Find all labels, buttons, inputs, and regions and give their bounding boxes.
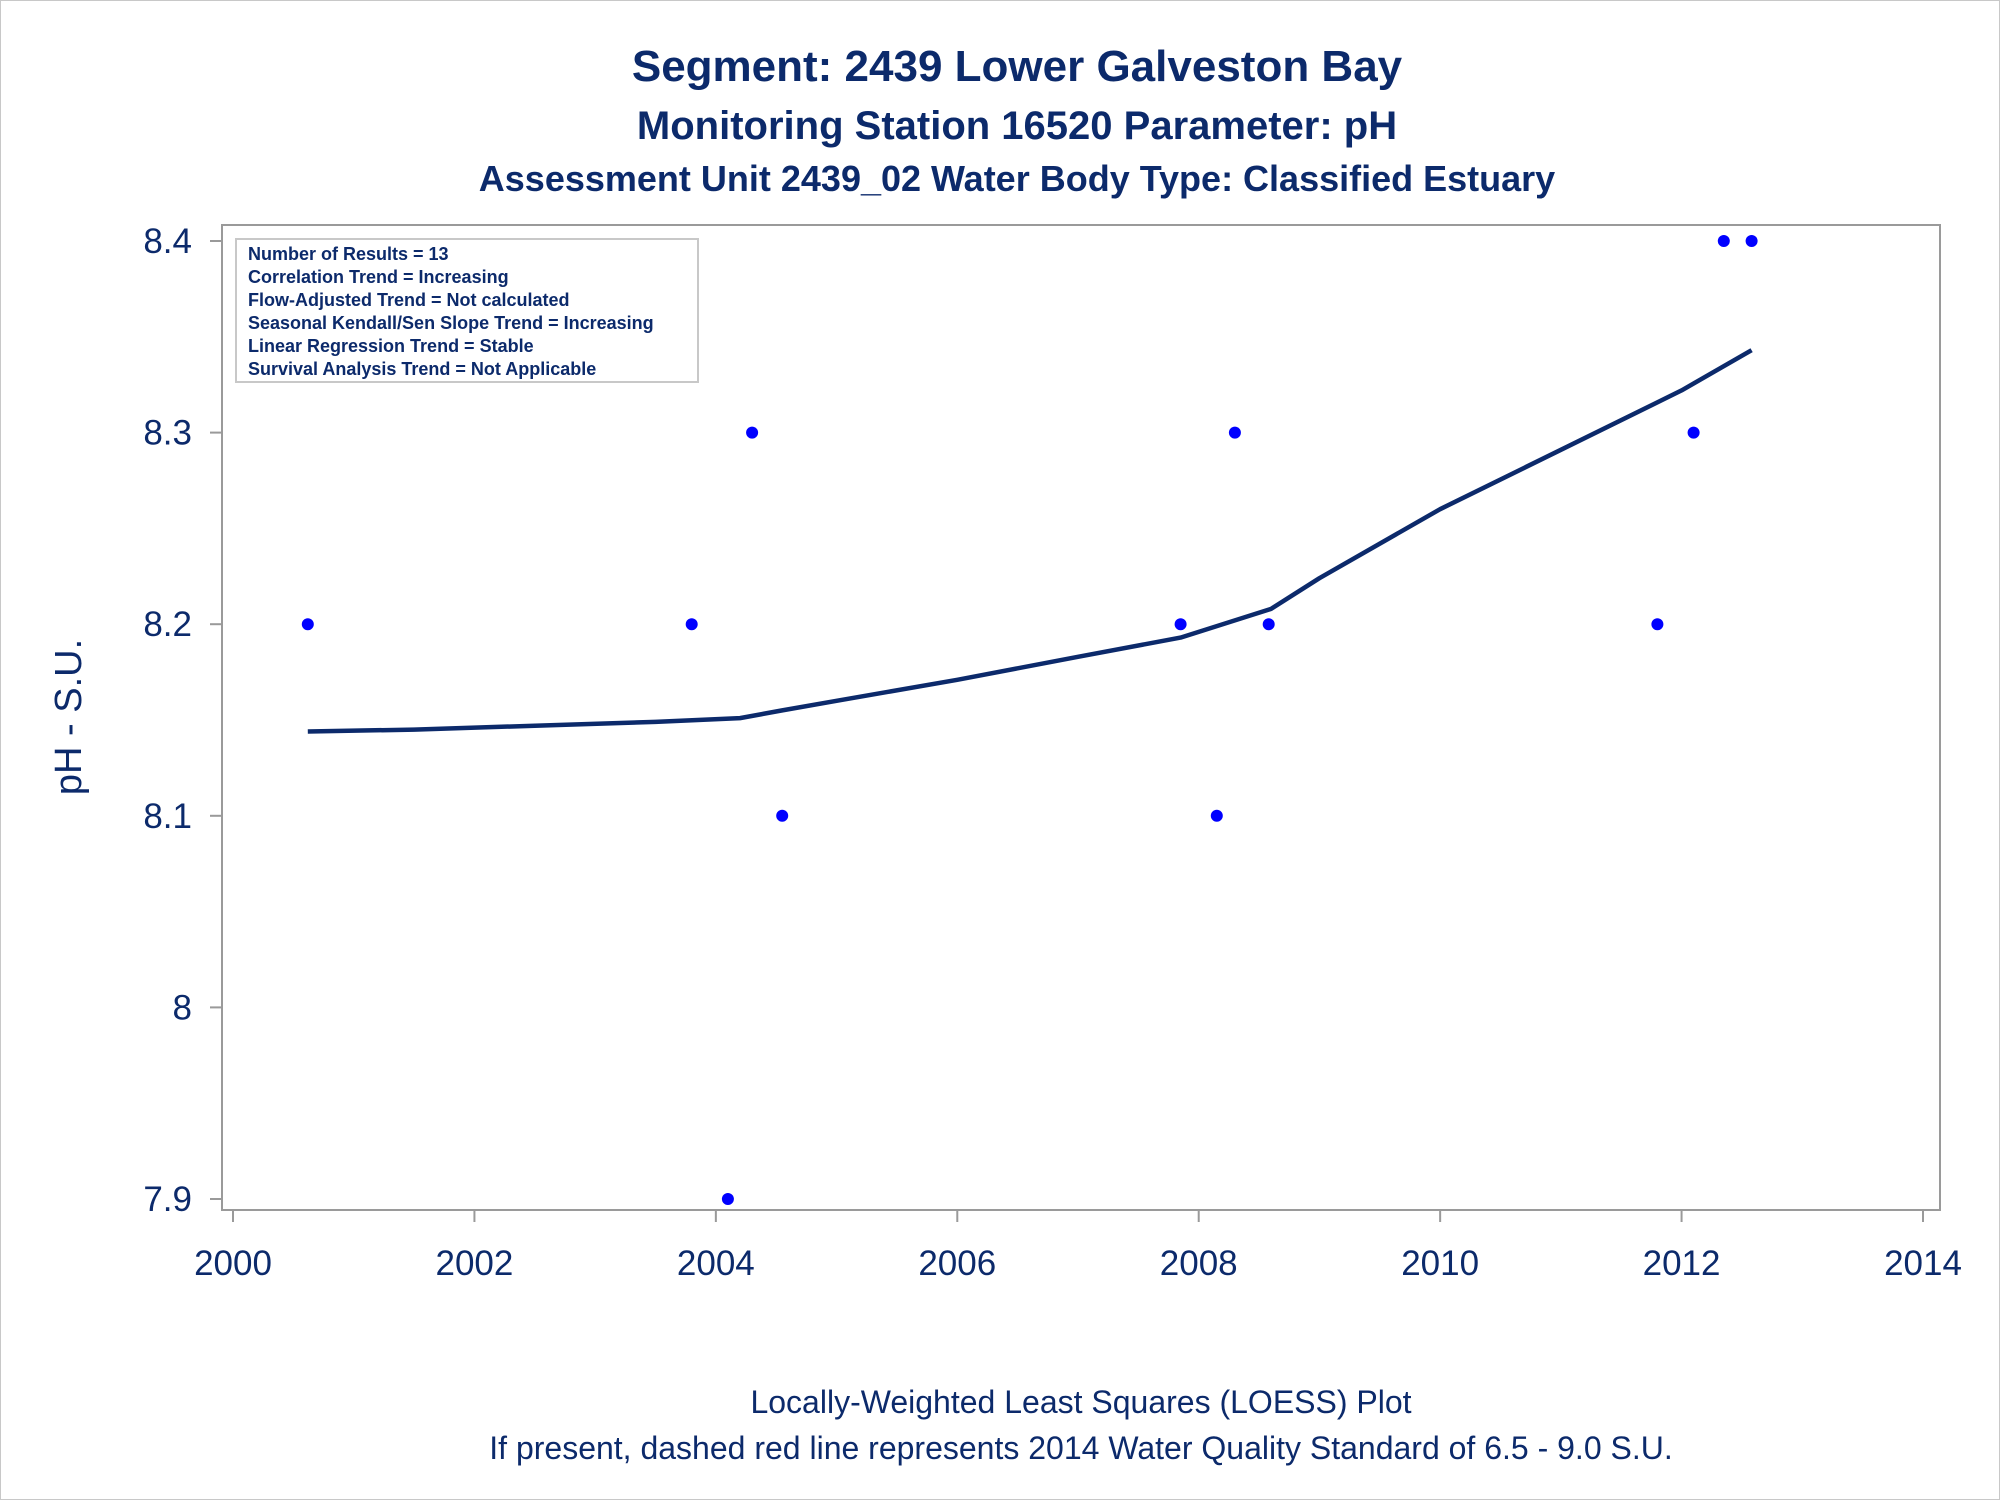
summary-line-survival-analysis: Survival Analysis Trend = Not Applicable [248, 359, 596, 379]
y-axis-label: pH - S.U. [48, 639, 90, 795]
x-tick-label: 2002 [435, 1244, 513, 1283]
x-tick-label: 2000 [194, 1244, 272, 1283]
summary-line-linear-regression: Linear Regression Trend = Stable [248, 336, 534, 356]
y-axis: 7.9 8 8.1 8.2 8.3 8.4 [143, 222, 222, 1219]
y-tick-label: 8.4 [143, 222, 192, 261]
chart-subtitle-station: Monitoring Station 16520 Parameter: pH [637, 104, 1397, 148]
x-tick-label: 2014 [1884, 1244, 1962, 1283]
summary-line-results: Number of Results = 13 [248, 244, 449, 264]
data-point [1651, 618, 1664, 631]
summary-line-correlation: Correlation Trend = Increasing [248, 267, 509, 287]
chart-title: Segment: 2439 Lower Galveston Bay [632, 42, 1403, 91]
data-point [721, 1193, 734, 1205]
data-point [1745, 235, 1758, 247]
trend-summary-box: Number of Results = 13 Correlation Trend… [235, 238, 699, 383]
y-tick-label: 8 [173, 988, 192, 1027]
summary-line-seasonal-kendall: Seasonal Kendall/Sen Slope Trend = Incre… [248, 313, 654, 333]
chart-subtitle-assessment: Assessment Unit 2439_02 Water Body Type:… [479, 158, 1555, 199]
summary-line-flow-adjusted: Flow-Adjusted Trend = Not calculated [248, 290, 570, 310]
data-point [746, 426, 759, 439]
data-point [1687, 426, 1700, 439]
data-point [1174, 618, 1187, 631]
x-tick-label: 2008 [1160, 1244, 1238, 1283]
y-tick-label: 8.2 [143, 605, 192, 644]
x-axis: 2000 2002 2004 2006 2008 2010 2012 2014 [194, 1210, 1962, 1283]
data-point [685, 618, 698, 631]
data-point [1210, 809, 1223, 822]
x-tick-label: 2004 [677, 1244, 755, 1283]
data-point [301, 618, 314, 631]
data-points [301, 235, 1758, 1205]
loess-trend-line [307, 348, 1753, 734]
y-tick-label: 8.3 [143, 414, 192, 453]
data-point [1228, 426, 1241, 439]
y-tick-label: 7.9 [143, 1180, 192, 1219]
footer-plot-type: Locally-Weighted Least Squares (LOESS) P… [750, 1384, 1411, 1420]
x-tick-label: 2010 [1401, 1244, 1479, 1283]
footer-standard-note: If present, dashed red line represents 2… [489, 1430, 1672, 1466]
plot-area-border [221, 224, 1941, 1211]
y-tick-label: 8.1 [143, 797, 192, 836]
data-point [1262, 618, 1275, 631]
x-tick-label: 2006 [918, 1244, 996, 1283]
data-point [776, 809, 789, 822]
trend-summary-border [235, 238, 699, 383]
x-tick-label: 2012 [1643, 1244, 1721, 1283]
data-point [1717, 235, 1730, 247]
